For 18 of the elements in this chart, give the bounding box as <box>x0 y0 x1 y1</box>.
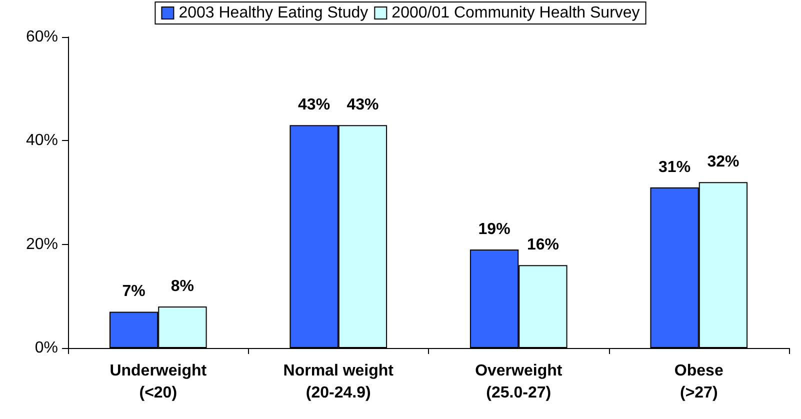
data-label: 43% <box>346 96 379 114</box>
y-tick-label: 20% <box>26 236 58 253</box>
data-label: 43% <box>298 96 330 114</box>
legend-label: 2003 Healthy Eating Study <box>178 4 368 22</box>
y-tick-label: 60% <box>26 28 58 46</box>
data-label: 7% <box>122 283 146 300</box>
legend-label: 2000/01 Community Health Survey <box>392 4 640 22</box>
x-tick-label: Obese (>27) <box>674 362 724 402</box>
x-tick-label: Underweight (<20) <box>110 362 208 402</box>
data-label: 8% <box>170 278 194 296</box>
y-tick-label: 0% <box>34 340 58 356</box>
x-tick-label: Normal weight (20-24.9) <box>283 362 394 402</box>
data-label: 16% <box>526 236 559 254</box>
data-label: 19% <box>478 221 510 238</box>
data-label: 32% <box>707 154 740 171</box>
x-tick-label: Overweight (25.0-27) <box>475 362 563 402</box>
y-tick-label: 40% <box>26 132 58 150</box>
data-label: 31% <box>658 158 691 176</box>
